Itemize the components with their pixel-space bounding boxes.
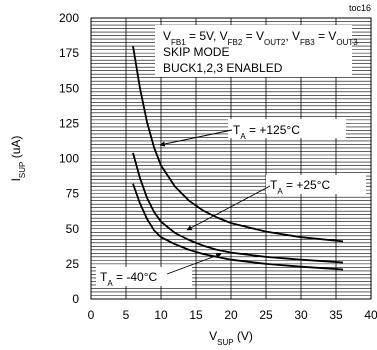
x-tick-label: 40 xyxy=(364,308,377,322)
series-leader-arrow xyxy=(159,129,233,147)
series-label: TA = +125°C xyxy=(233,123,300,141)
test-conditions: VFB1 = 5V, VFB2 = VOUT2, VFB3 = VOUT3SKI… xyxy=(155,25,358,77)
y-tick-label: 100 xyxy=(59,152,79,166)
x-tick-label: 35 xyxy=(329,308,343,322)
series-label: TA = +25°C xyxy=(270,178,331,196)
series-line xyxy=(132,45,344,243)
y-tick-label: 200 xyxy=(59,11,79,25)
series-line xyxy=(132,152,344,264)
x-tick-label: 10 xyxy=(154,308,168,322)
y-tick-label: 125 xyxy=(59,116,79,130)
condition-line: SKIP MODE xyxy=(163,45,229,59)
figure-id-label: toc16 xyxy=(349,3,371,13)
series-label-box xyxy=(228,119,346,138)
x-tick-label: 5 xyxy=(123,308,130,322)
condition-line: VFB1 = 5V, VFB2 = VOUT2, VFB3 = VOUT3 xyxy=(163,29,358,47)
y-axis-label: ISUP (uA) xyxy=(9,136,27,182)
y-tick-label: 175 xyxy=(59,46,79,60)
y-tick-label: 150 xyxy=(59,81,79,95)
y-tick-label: 75 xyxy=(66,187,80,201)
y-tick-label: 25 xyxy=(66,257,80,271)
y-tick-label: 50 xyxy=(66,222,80,236)
x-axis-ticks: 0 5 10 15 20 25 30 35 40 xyxy=(88,308,377,322)
series-leader-arrow xyxy=(166,253,222,275)
series-leader-arrow xyxy=(186,185,271,231)
series-label-box xyxy=(96,267,192,286)
series-label-box xyxy=(266,175,366,194)
y-tick-label: 0 xyxy=(72,292,79,306)
axis-labels: VSUP (V) ISUP (uA) xyxy=(9,136,253,347)
x-tick-label: 20 xyxy=(224,308,238,322)
condition-line: BUCK1,2,3 ENABLED xyxy=(163,61,283,75)
x-tick-label: 15 xyxy=(189,308,203,322)
series-line xyxy=(132,183,344,271)
x-axis-label: VSUP (V) xyxy=(209,329,253,347)
series-curves xyxy=(132,45,344,271)
x-tick-label: 0 xyxy=(88,308,95,322)
y-axis-ticks: 0 25 50 75 100 125 150 175 200 xyxy=(59,11,79,306)
conditions-box xyxy=(155,25,352,77)
x-tick-label: 25 xyxy=(259,308,273,322)
plot-frame xyxy=(90,17,372,300)
x-tick-label: 30 xyxy=(294,308,308,322)
series-label: TA = -40°C xyxy=(100,270,158,288)
series-labels: TA = +125°C TA = +25°C TA = -40°C xyxy=(96,119,366,288)
